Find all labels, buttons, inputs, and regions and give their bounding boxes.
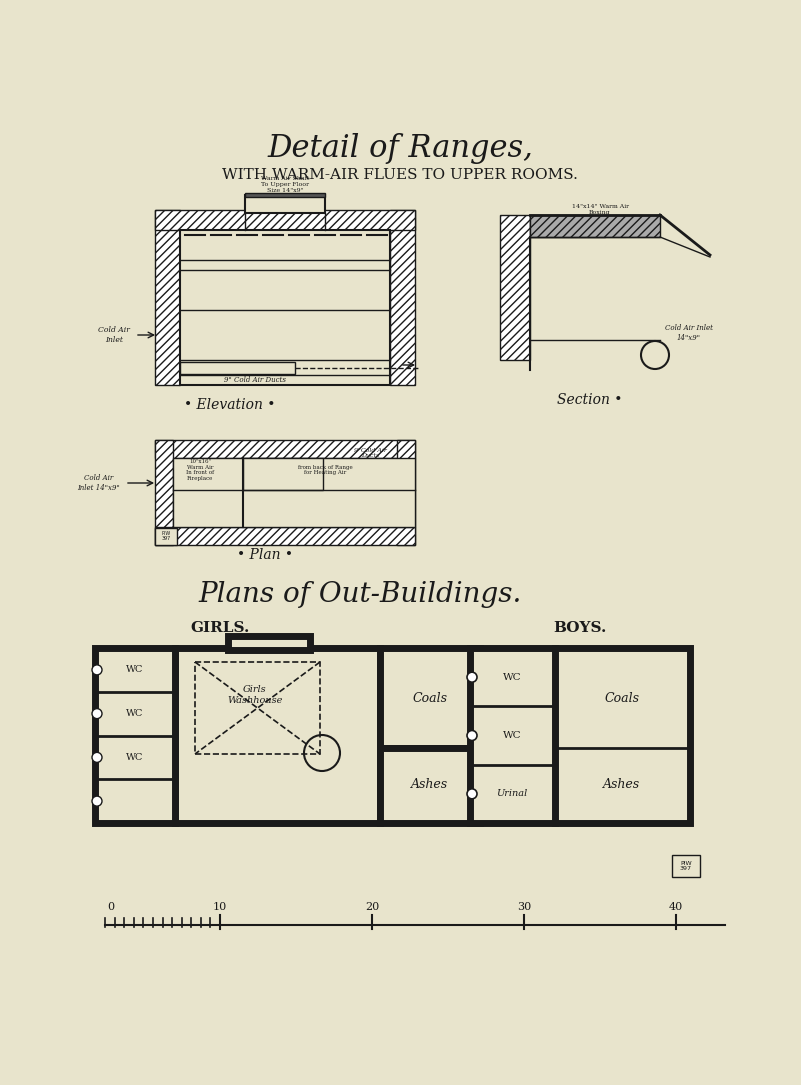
Text: Plans of Out-Buildings.: Plans of Out-Buildings. bbox=[199, 582, 521, 609]
Bar bbox=[390, 210, 415, 385]
Circle shape bbox=[92, 665, 102, 675]
Text: Detail of Ranges,: Detail of Ranges, bbox=[267, 132, 533, 164]
Bar bbox=[173, 458, 415, 527]
Text: 9" Cold Air Ducts: 9" Cold Air Ducts bbox=[224, 376, 286, 384]
Text: Ashes: Ashes bbox=[412, 779, 449, 791]
Text: Cold Air Inlet
14"x9": Cold Air Inlet 14"x9" bbox=[665, 324, 713, 342]
Text: GIRLS.: GIRLS. bbox=[191, 621, 250, 635]
Text: Cold Air
Inlet 14"x9": Cold Air Inlet 14"x9" bbox=[77, 474, 120, 492]
Bar bbox=[180, 362, 295, 374]
Bar bbox=[245, 195, 325, 213]
Bar bbox=[155, 210, 180, 385]
Text: WC: WC bbox=[127, 753, 143, 762]
Text: WC: WC bbox=[503, 731, 521, 740]
Text: Cold Air
Inlet: Cold Air Inlet bbox=[99, 327, 130, 344]
Text: 9"Cold Air
Ducts: 9"Cold Air Ducts bbox=[353, 448, 386, 458]
Text: WITH WARM-AIR FLUES TO UPPER ROOMS.: WITH WARM-AIR FLUES TO UPPER ROOMS. bbox=[222, 168, 578, 182]
Bar bbox=[380, 648, 480, 748]
Text: 20: 20 bbox=[365, 902, 379, 912]
Bar bbox=[470, 648, 690, 824]
Text: PIW
397: PIW 397 bbox=[680, 860, 692, 871]
Text: WC: WC bbox=[127, 665, 143, 675]
Circle shape bbox=[467, 673, 477, 682]
Bar bbox=[530, 215, 605, 237]
Text: WC: WC bbox=[503, 673, 521, 681]
Text: Coals: Coals bbox=[413, 691, 448, 704]
Bar bbox=[380, 748, 480, 824]
Bar bbox=[500, 215, 530, 360]
Circle shape bbox=[467, 789, 477, 799]
Bar bbox=[672, 855, 700, 877]
Bar bbox=[95, 648, 175, 824]
Bar bbox=[155, 210, 415, 230]
Bar bbox=[180, 230, 390, 385]
Text: PIW
397: PIW 397 bbox=[161, 531, 171, 541]
Circle shape bbox=[92, 796, 102, 806]
Text: 14"x14" Warm Air
Boxing: 14"x14" Warm Air Boxing bbox=[571, 204, 629, 215]
Text: • Elevation •: • Elevation • bbox=[184, 398, 276, 412]
Bar bbox=[155, 441, 173, 545]
Text: 30: 30 bbox=[517, 902, 531, 912]
Text: from back of Range
for Heating Air: from back of Range for Heating Air bbox=[298, 464, 352, 475]
Circle shape bbox=[467, 730, 477, 740]
Text: • Plan •: • Plan • bbox=[237, 548, 293, 562]
Text: BOYS.: BOYS. bbox=[553, 621, 606, 635]
Bar bbox=[243, 458, 323, 490]
Bar bbox=[155, 528, 177, 545]
Text: 40: 40 bbox=[669, 902, 683, 912]
Bar bbox=[228, 636, 310, 650]
Text: Urinal: Urinal bbox=[497, 789, 528, 799]
Text: WC: WC bbox=[127, 710, 143, 718]
Bar bbox=[175, 648, 380, 824]
Circle shape bbox=[92, 752, 102, 763]
Bar bbox=[195, 662, 320, 754]
Text: Coals: Coals bbox=[605, 691, 639, 704]
Text: 10"x16"
Warm Air
In front of
Fireplace: 10"x16" Warm Air In front of Fireplace bbox=[186, 459, 214, 482]
Text: 10: 10 bbox=[213, 902, 227, 912]
Bar bbox=[530, 215, 660, 237]
Bar bbox=[155, 527, 415, 545]
Text: Section •: Section • bbox=[557, 393, 622, 407]
Text: Ashes: Ashes bbox=[603, 779, 641, 791]
Bar bbox=[397, 441, 415, 545]
Circle shape bbox=[92, 709, 102, 718]
Text: Girls
Washhouse: Girls Washhouse bbox=[227, 686, 283, 704]
Text: Warm Air Shaft
To Upper Floor
Size 14"x9": Warm Air Shaft To Upper Floor Size 14"x9… bbox=[261, 177, 309, 193]
Text: 0: 0 bbox=[107, 902, 115, 912]
Bar bbox=[155, 441, 415, 458]
Bar bbox=[245, 193, 325, 197]
